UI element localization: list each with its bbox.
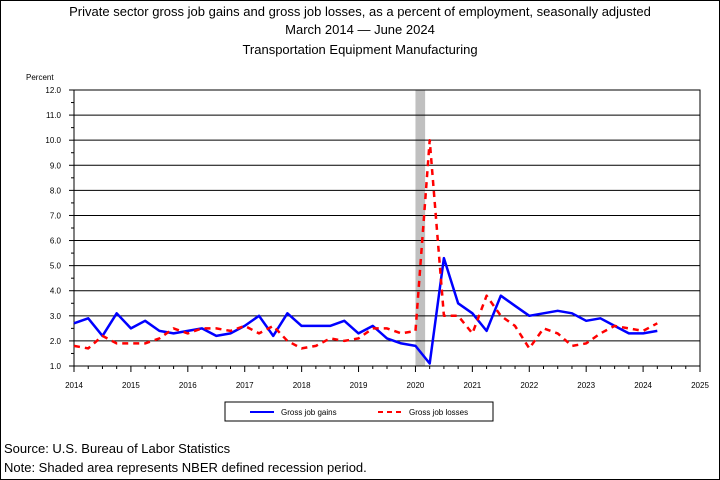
legend-label-gains: Gross job gains bbox=[281, 408, 337, 417]
dash-symbol: — bbox=[357, 22, 371, 37]
y-tick-label: 10.0 bbox=[45, 136, 61, 145]
y-axis-label: Percent bbox=[26, 73, 54, 82]
y-tick-label: 2.0 bbox=[50, 337, 62, 346]
series-line-gross-job-gains bbox=[73, 256, 658, 365]
source-note: Source: U.S. Bureau of Labor Statistics bbox=[4, 441, 231, 456]
date-range-end: June 2024 bbox=[374, 22, 435, 37]
legend: Gross job gains Gross job losses bbox=[224, 401, 494, 422]
chart-subtitle: Transportation Equipment Manufacturing bbox=[242, 42, 478, 57]
recession-note: Note: Shaded area represents NBER define… bbox=[4, 460, 367, 475]
y-tick-label: 5.0 bbox=[50, 262, 62, 271]
x-tick-label: 2018 bbox=[293, 381, 311, 390]
legend-label-losses: Gross job losses bbox=[409, 408, 468, 417]
recession-band bbox=[415, 90, 426, 366]
y-tick-label: 8.0 bbox=[50, 186, 62, 195]
x-tick-label: 2025 bbox=[691, 381, 709, 390]
y-tick-label: 6.0 bbox=[50, 237, 62, 246]
x-tick-label: 2024 bbox=[634, 381, 652, 390]
line-chart: 1.0 2.0 3.0 4.0 5.0 6.0 7.0 8.0 9.0 10.0 11.0 12.0 P… bbox=[26, 73, 709, 422]
x-tick-label: 2023 bbox=[577, 381, 595, 390]
chart-date-range: March 2014 — June 2024 bbox=[0, 22, 720, 38]
x-tick-label: 2014 bbox=[65, 381, 83, 390]
x-tick-label: 2019 bbox=[350, 381, 368, 390]
x-tick-label: 2020 bbox=[407, 381, 425, 390]
legend-box bbox=[224, 401, 494, 422]
series-line-gross-job-losses bbox=[73, 138, 658, 350]
plot-area bbox=[73, 89, 701, 367]
y-tick-label: 9.0 bbox=[50, 161, 62, 170]
y-tick-label: 7.0 bbox=[50, 211, 62, 220]
y-tick-label: 3.0 bbox=[50, 312, 62, 321]
x-tick-label: 2015 bbox=[122, 381, 140, 390]
x-tick-label: 2016 bbox=[179, 381, 197, 390]
x-tick-label: 2022 bbox=[520, 381, 538, 390]
y-tick-label: 11.0 bbox=[46, 111, 62, 120]
y-tick-label: 1.0 bbox=[50, 362, 62, 371]
y-tick-label: 12.0 bbox=[45, 86, 61, 95]
date-range-start: March 2014 bbox=[285, 22, 354, 37]
y-tick-label: 4.0 bbox=[50, 287, 62, 296]
x-tick-label: 2021 bbox=[463, 381, 481, 390]
chart-title: Private sector gross job gains and gross… bbox=[69, 4, 651, 19]
x-tick-label: 2017 bbox=[236, 381, 254, 390]
